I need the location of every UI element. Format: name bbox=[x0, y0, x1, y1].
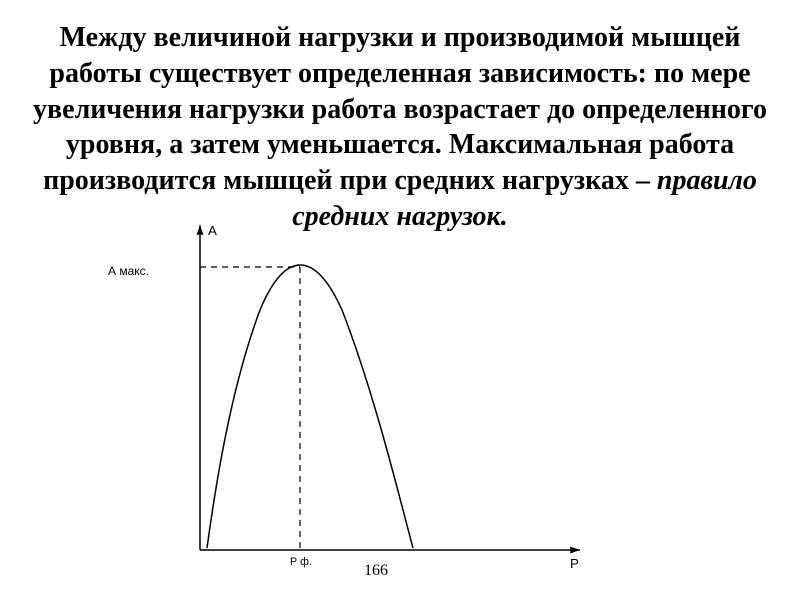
a-max-label: А макс. bbox=[108, 264, 149, 278]
page-number: 166 bbox=[364, 562, 388, 580]
chart-container: А макс. А Р Р ф. 166 bbox=[80, 220, 620, 580]
p-phi-label: Р ф. bbox=[290, 556, 312, 568]
x-axis-label: Р bbox=[570, 556, 579, 571]
y-axis-label: А bbox=[208, 223, 217, 238]
chart-svg bbox=[80, 220, 620, 580]
slide-page: Между величиной нагрузки и производимой … bbox=[0, 0, 800, 600]
heading-block: Между величиной нагрузки и производимой … bbox=[20, 20, 780, 235]
